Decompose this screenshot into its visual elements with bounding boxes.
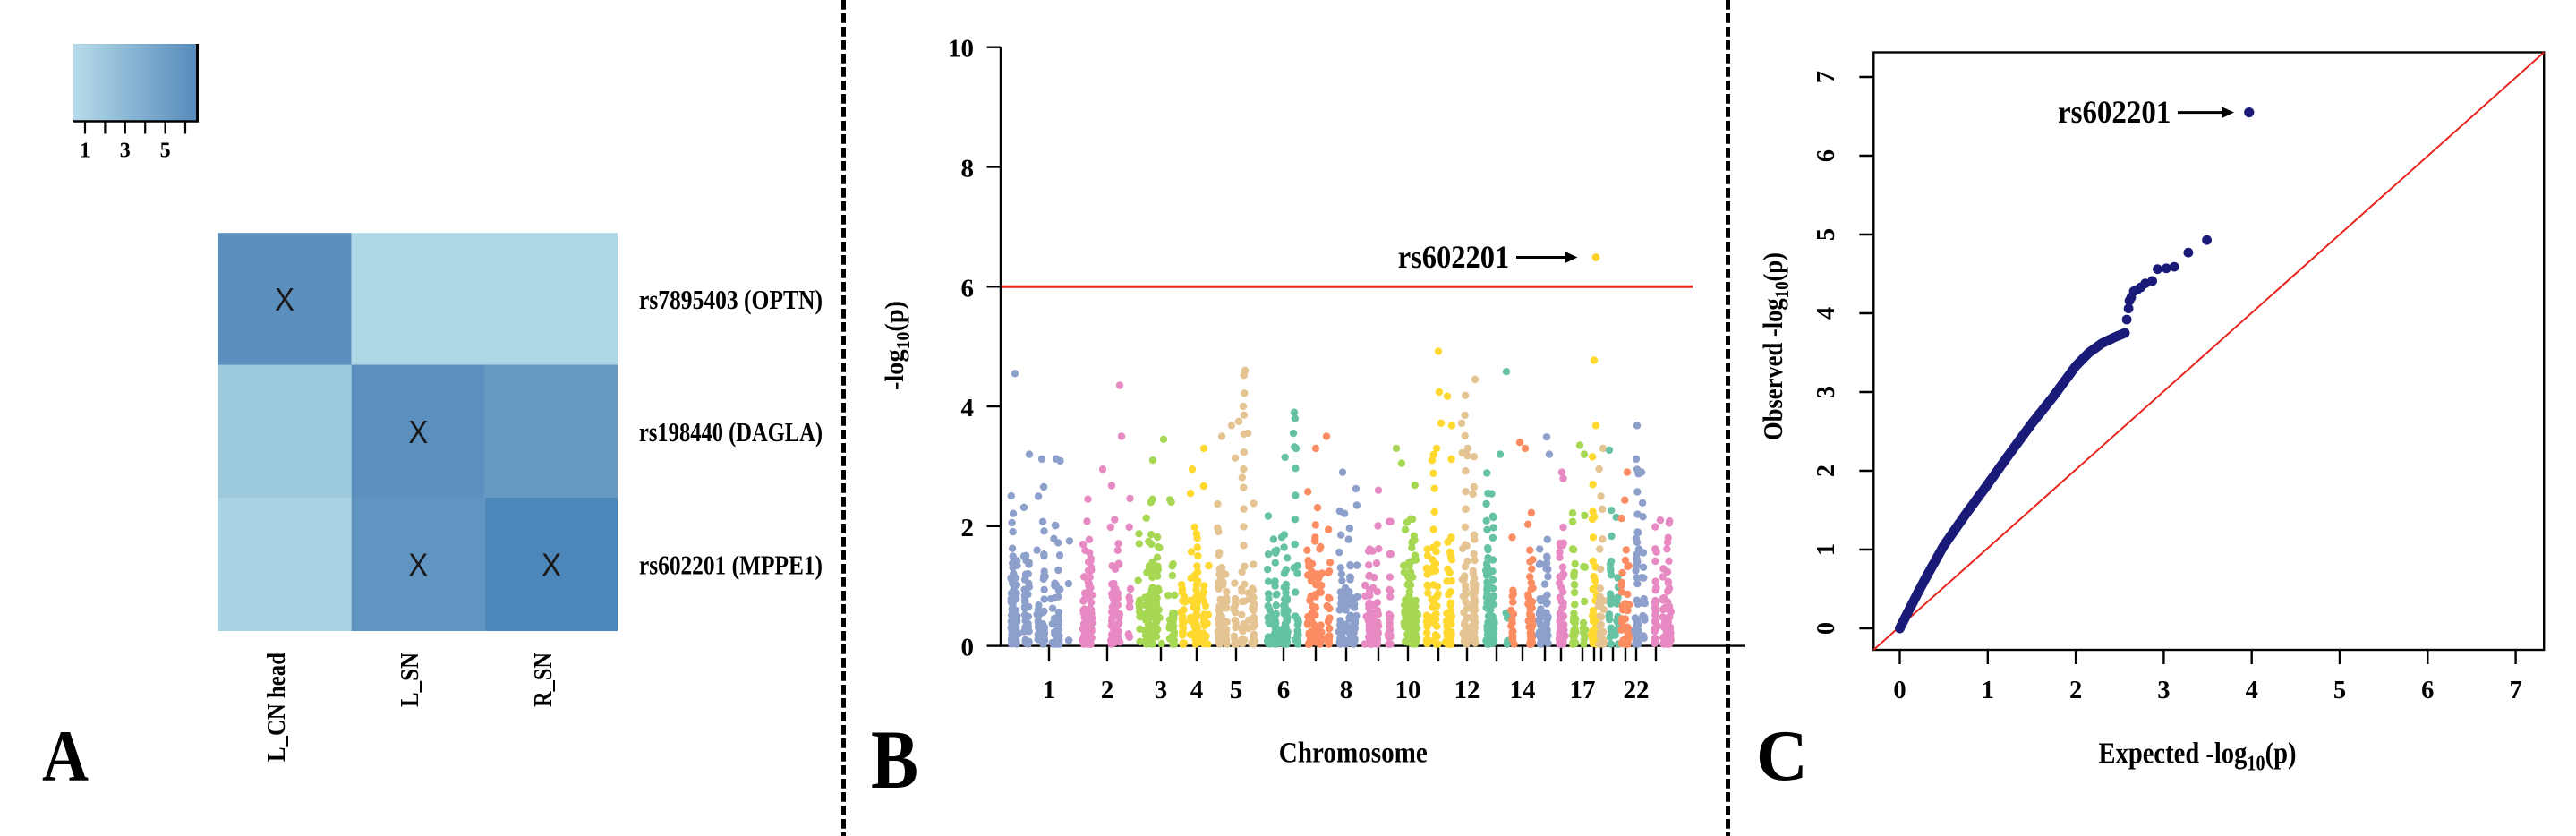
svg-text:R_SN: R_SN	[529, 653, 558, 707]
svg-text:X: X	[408, 547, 428, 584]
svg-text:17: 17	[1570, 676, 1596, 704]
svg-text:4: 4	[1190, 676, 1204, 704]
svg-text:3: 3	[1813, 386, 1840, 398]
svg-text:X: X	[275, 281, 294, 318]
svg-text:6: 6	[2421, 677, 2434, 704]
svg-text:6: 6	[961, 274, 975, 303]
svg-text:B: B	[871, 714, 918, 806]
svg-text:2: 2	[961, 514, 975, 542]
svg-text:5: 5	[1230, 676, 1243, 704]
svg-text:X: X	[408, 414, 428, 450]
svg-text:0: 0	[1813, 622, 1840, 635]
svg-text:8: 8	[961, 155, 975, 183]
svg-text:8: 8	[1340, 676, 1353, 704]
svg-text:10: 10	[1395, 676, 1421, 704]
svg-text:2: 2	[1813, 465, 1840, 477]
svg-text:2: 2	[2069, 677, 2082, 704]
svg-text:rs198440 (DAGLA): rs198440 (DAGLA)	[639, 416, 823, 448]
svg-text:12: 12	[1454, 676, 1480, 704]
svg-text:C: C	[1756, 717, 1808, 796]
svg-text:Chromosome: Chromosome	[1279, 737, 1428, 769]
svg-text:L_CN head: L_CN head	[262, 653, 291, 762]
svg-text:22: 22	[1624, 676, 1650, 704]
svg-text:rs602201: rs602201	[2058, 94, 2171, 130]
svg-text:Observed -log10(p): Observed -log10(p)	[1757, 252, 1793, 440]
svg-text:L_SN: L_SN	[396, 653, 424, 707]
svg-text:rs602201 (MPPE1): rs602201 (MPPE1)	[639, 550, 823, 581]
svg-text:0: 0	[961, 634, 975, 662]
svg-text:1: 1	[1813, 543, 1840, 556]
svg-text:14: 14	[1510, 676, 1536, 704]
svg-text:10: 10	[948, 35, 974, 64]
svg-text:3: 3	[120, 140, 131, 163]
svg-text:4: 4	[961, 394, 975, 422]
svg-text:0: 0	[1893, 677, 1906, 704]
svg-text:4: 4	[2246, 677, 2258, 704]
svg-text:7: 7	[2509, 677, 2521, 704]
svg-text:1: 1	[1982, 677, 1994, 704]
svg-text:A: A	[42, 715, 89, 797]
svg-text:Expected -log10(p): Expected -log10(p)	[2099, 737, 2297, 775]
svg-text:5: 5	[2333, 677, 2346, 704]
svg-text:6: 6	[1813, 149, 1840, 162]
svg-text:rs7895403 (OPTN): rs7895403 (OPTN)	[639, 284, 823, 315]
svg-text:6: 6	[1277, 676, 1291, 704]
svg-text:5: 5	[160, 140, 171, 163]
svg-text:5: 5	[1813, 228, 1840, 241]
svg-text:3: 3	[1155, 676, 1168, 704]
svg-text:7: 7	[1813, 71, 1840, 83]
svg-text:1: 1	[1043, 676, 1056, 704]
svg-text:3: 3	[2157, 677, 2170, 704]
svg-text:X: X	[542, 547, 561, 584]
svg-text:2: 2	[1101, 676, 1114, 704]
svg-text:rs602201: rs602201	[1398, 239, 1510, 275]
svg-text:4: 4	[1813, 307, 1840, 320]
svg-text:1: 1	[80, 140, 90, 163]
